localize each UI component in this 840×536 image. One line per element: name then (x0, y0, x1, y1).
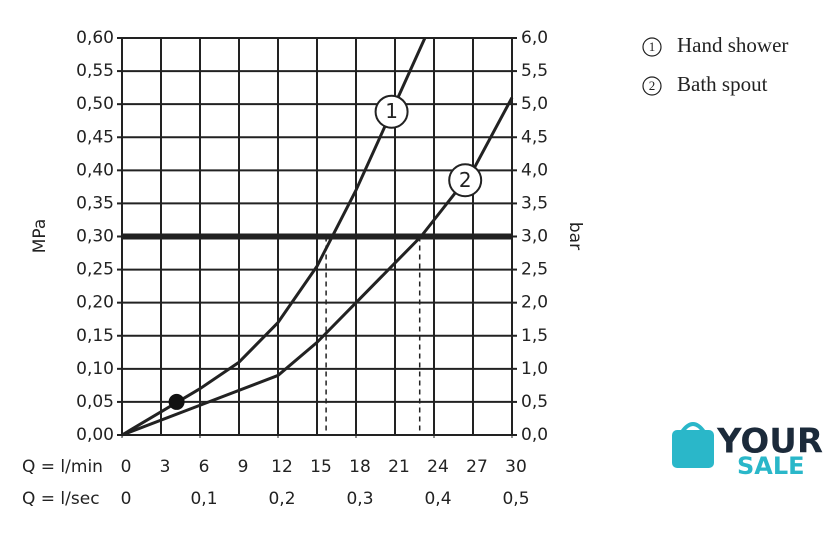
legend: 1 Hand shower 2 Bath spout (642, 33, 788, 96)
legend-number: 2 (649, 78, 656, 93)
x2-tick-label: 0,1 (190, 489, 217, 509)
y-tick-label: 0,20 (76, 293, 114, 313)
logo-handle (680, 422, 706, 434)
curve-label: 1 (385, 99, 398, 123)
logo-text: SALE (737, 452, 805, 480)
logo-bag (672, 430, 714, 468)
legend-circle (642, 37, 662, 57)
x-tick-label: 6 (199, 457, 210, 477)
y-tick-label: 0,05 (76, 392, 114, 412)
y2-tick-label: 6,0 (521, 28, 548, 48)
curve-label: 2 (459, 168, 472, 192)
x-tick-label: 18 (349, 457, 371, 477)
curve-label-circle (374, 94, 409, 129)
y2-tick-label: 5,5 (521, 61, 548, 81)
y2-tick-label: 0,5 (521, 392, 548, 412)
y2-tick-label: 5,0 (521, 94, 548, 114)
x-tick-label: 24 (427, 457, 449, 477)
point-marker (168, 393, 185, 410)
x-tick-label: 3 (160, 457, 171, 477)
y2-tick-label: 1,5 (521, 326, 548, 346)
legend-label: Bath spout (677, 72, 768, 96)
y-tick-label: 0,55 (76, 61, 114, 81)
y-axis-label: MPa (30, 219, 50, 254)
legend-label: Hand shower (677, 33, 788, 57)
y-tick-label: 0,45 (76, 127, 114, 147)
y-tick-label: 0,35 (76, 193, 114, 213)
y-tick-label: 0,15 (76, 326, 114, 346)
y2-tick-label: 2,0 (521, 293, 548, 313)
y-tick-label: 0,50 (76, 94, 114, 114)
y-tick-label: 0,10 (76, 359, 114, 379)
y-tick-label: 0,25 (76, 260, 114, 280)
watermark: YOUR SALE (672, 422, 823, 480)
y2-tick-label: 3,5 (521, 193, 548, 213)
x2-tick-label: 0,3 (346, 489, 373, 509)
x2-tick-label: 0,2 (268, 489, 295, 509)
x-tick-label: 30 (505, 457, 527, 477)
x2-axis-label: Q = l/sec (22, 489, 100, 509)
x-tick-label: 21 (388, 457, 410, 477)
y2-tick-label: 2,5 (521, 260, 548, 280)
x-tick-label: 15 (310, 457, 332, 477)
curve-label-circle (448, 163, 483, 198)
y-tick-label: 0,40 (76, 160, 114, 180)
x2-tick-label: 0,4 (424, 489, 451, 509)
y2-tick-label: 1,0 (521, 359, 548, 379)
x-tick-label: 0 (121, 457, 132, 477)
x2-tick-label: 0,5 (502, 489, 529, 509)
x2-tick-label: 0 (121, 489, 132, 509)
y2-tick-label: 4,5 (521, 127, 548, 147)
legend-circle (642, 76, 662, 96)
y2-tick-label: 0,0 (521, 425, 548, 445)
logo-text: YOUR (716, 422, 823, 462)
y2-tick-label: 4,0 (521, 160, 548, 180)
y2-tick-label: 3,0 (521, 227, 548, 247)
x-tick-label: 27 (466, 457, 488, 477)
y-tick-label: 0,60 (76, 28, 114, 48)
x-axis-label: Q = l/min (22, 457, 103, 477)
x-tick-label: 9 (238, 457, 249, 477)
y-tick-label: 0,00 (76, 425, 114, 445)
x-tick-label: 12 (271, 457, 293, 477)
y-tick-label: 0,30 (76, 227, 114, 247)
y2-axis-label: bar (565, 222, 585, 250)
legend-number: 1 (649, 39, 656, 54)
